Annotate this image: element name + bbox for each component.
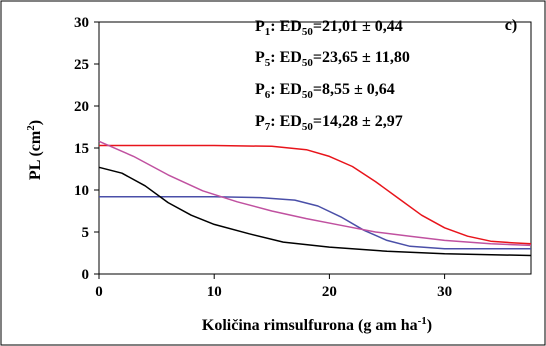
panel-label: c) — [505, 17, 517, 34]
y-tick-label: 5 — [82, 225, 90, 241]
annotation-line: P6: ED50=8,55 ± 0,64 — [255, 81, 395, 101]
annotation-line: P7: ED50=14,28 ± 2,97 — [255, 113, 403, 133]
x-tick-label: 30 — [437, 284, 452, 300]
x-tick-label: 10 — [207, 284, 222, 300]
y-tick-label: 25 — [74, 57, 89, 73]
annotation-line: P1: ED50=21,01 ± 0,44 — [255, 18, 403, 38]
series-line-4 — [98, 166, 532, 257]
y-axis-title: PL (cm2) — [25, 120, 44, 180]
x-axis-title: Količina rimsulfurona (g am ha-1) — [202, 315, 432, 334]
y-tick-label: 20 — [74, 99, 89, 115]
annotation-list: P1: ED50=21,01 ± 0,44 P5: ED50=23,65 ± 1… — [255, 18, 410, 133]
annotation-line: P5: ED50=23,65 ± 11,80 — [255, 49, 410, 69]
x-tick-label: 0 — [95, 284, 103, 300]
series-line-1 — [99, 144, 532, 245]
y-tick-label: 10 — [74, 183, 89, 199]
x-tick-label: 20 — [322, 284, 337, 300]
series-line-2 — [99, 195, 531, 250]
series-line-3 — [98, 140, 532, 247]
y-tick-label: 15 — [74, 141, 89, 157]
y-tick-label: 30 — [74, 15, 89, 31]
y-tick-label: 0 — [82, 267, 90, 283]
